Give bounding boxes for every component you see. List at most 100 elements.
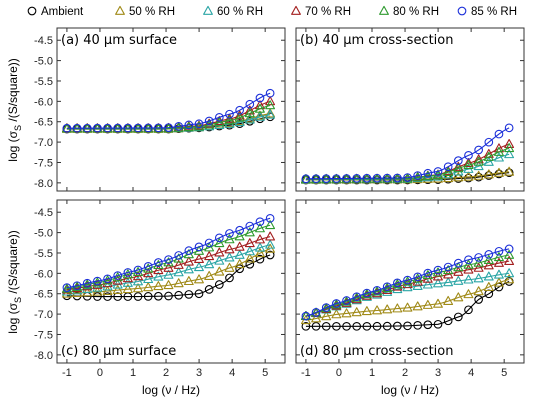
data-point	[224, 113, 235, 123]
data-point	[153, 271, 164, 281]
data-point	[265, 96, 276, 106]
x-tick-label: 0	[97, 367, 103, 379]
data-point	[244, 108, 255, 118]
data-point	[72, 123, 82, 133]
data-point	[341, 308, 352, 318]
data-point	[194, 262, 204, 272]
data-point	[412, 276, 423, 286]
data-point	[362, 288, 372, 298]
data-point	[483, 151, 494, 161]
data-point	[244, 253, 255, 263]
data-point	[265, 108, 276, 118]
data-point	[412, 172, 423, 182]
data-point	[62, 283, 72, 292]
data-point	[154, 123, 163, 133]
legend-item: 80 % RH	[379, 5, 439, 18]
data-point	[473, 257, 484, 267]
data-point	[473, 156, 484, 166]
x-axis-label-right: log (ν / Hz)	[381, 383, 439, 397]
data-point	[164, 123, 173, 132]
data-point	[214, 266, 225, 276]
data-point	[504, 268, 515, 278]
data-point	[244, 238, 255, 248]
data-point	[443, 167, 454, 177]
data-point	[494, 269, 504, 279]
legend-marker	[379, 5, 389, 15]
data-point	[255, 248, 265, 258]
data-point	[133, 123, 143, 133]
data-point	[464, 150, 473, 160]
legend-item: 60 % RH	[203, 5, 263, 18]
data-point	[342, 296, 351, 305]
x-tick-label: -1	[62, 367, 72, 379]
data-point	[433, 298, 443, 308]
data-point	[234, 249, 245, 259]
y-tick-label: -5.0	[34, 56, 53, 68]
data-point	[244, 246, 255, 256]
data-point	[214, 247, 225, 257]
data-point	[93, 276, 102, 286]
data-point	[234, 117, 245, 127]
data-point	[183, 276, 194, 286]
data-point	[453, 258, 463, 268]
data-point	[224, 262, 235, 272]
data-point	[433, 171, 443, 181]
data-point	[214, 112, 224, 122]
data-point	[412, 301, 423, 311]
data-point	[235, 264, 244, 274]
data-point	[194, 253, 204, 263]
data-point	[204, 238, 214, 248]
data-point	[382, 321, 392, 331]
data-point	[342, 174, 351, 183]
panel-b: (b) 40 μm cross-section	[295, 27, 525, 192]
data-point	[245, 221, 255, 231]
data-point	[453, 161, 464, 171]
legend-label: 80 % RH	[393, 6, 439, 18]
data-point	[474, 145, 483, 155]
data-point	[463, 274, 474, 284]
data-point	[372, 286, 382, 295]
x-tick-label: 1	[130, 367, 136, 379]
panel-a: -8.0 -7.5 -7.0 -6.5 -6.0 -5.5 -5.0 -4.5 (a) 40 μ…	[34, 27, 286, 192]
x-tick-label: 5	[501, 367, 507, 379]
data-point	[194, 242, 204, 252]
data-point	[342, 321, 351, 331]
data-point	[255, 242, 265, 252]
data-point	[194, 274, 204, 284]
data-point	[422, 279, 433, 289]
legend-marker	[27, 6, 37, 16]
data-point	[453, 156, 463, 165]
data-point	[255, 254, 265, 264]
data-point	[194, 119, 204, 129]
data-point	[184, 290, 194, 299]
data-point	[393, 173, 402, 183]
y-axis-label-top: log (σS /(S/square))	[6, 58, 23, 161]
data-point	[224, 252, 235, 262]
x-tick-label: 4	[468, 367, 474, 379]
data-point	[463, 158, 474, 168]
data-point	[422, 299, 433, 309]
data-point	[255, 111, 265, 121]
data-point	[204, 270, 215, 280]
data-point	[225, 109, 234, 119]
y-tick-label: -7.5	[34, 157, 53, 169]
data-point	[204, 251, 215, 261]
data-point	[265, 213, 275, 223]
data-point	[351, 307, 362, 317]
data-point	[133, 283, 143, 293]
data-point	[413, 171, 423, 180]
data-point	[321, 174, 331, 183]
data-point	[402, 282, 413, 292]
data-point	[113, 292, 123, 301]
legend: Ambient 50 % RH 60 % RH 70 % RH 80 % RH 85 % …	[27, 5, 517, 18]
data-point	[82, 287, 93, 297]
data-point	[184, 120, 194, 130]
legend-label: 85 % RH	[471, 6, 517, 18]
data-point	[235, 225, 244, 235]
data-point	[92, 282, 103, 292]
y-tick-label: -8.0	[34, 350, 53, 362]
data-point	[103, 292, 112, 301]
y-tick-label: -7.5	[34, 329, 53, 341]
data-point	[423, 320, 433, 330]
data-point	[422, 170, 433, 181]
